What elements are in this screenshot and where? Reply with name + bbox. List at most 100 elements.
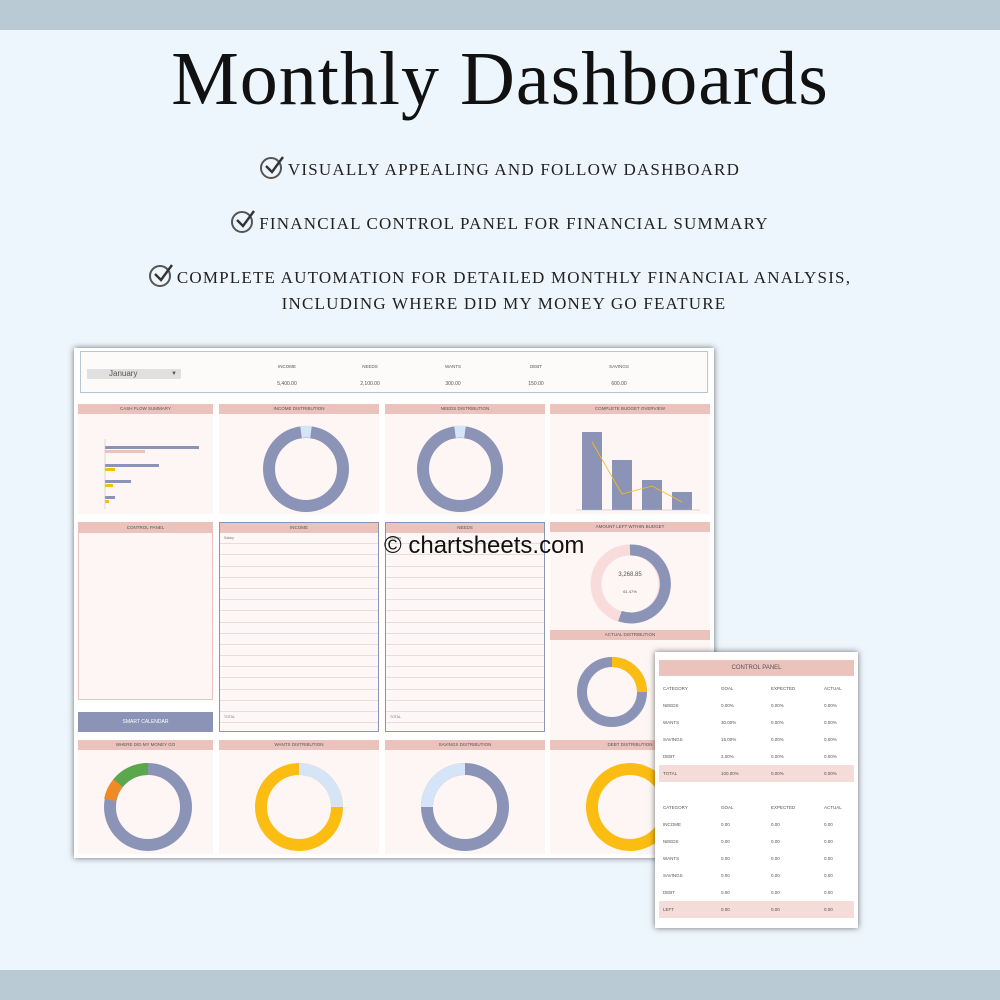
feature-2-text: FINANCIAL CONTROL PANEL FOR FINANCIAL SU… (259, 214, 769, 233)
table-row: Energy (386, 533, 544, 545)
cell: 0.00% (771, 754, 784, 759)
card-title: ACTUAL DISTRIBUTION (550, 630, 710, 640)
table-row (386, 544, 544, 556)
actual-distribution-donut (577, 657, 647, 727)
header-cell: CATEGORY (663, 805, 688, 810)
table-row: Salary (220, 533, 378, 545)
cell: SAVINGS (663, 737, 683, 742)
card-wants-distribution: WANTS DISTRIBUTION (219, 740, 379, 854)
cell: 0.00 (771, 890, 780, 895)
card-left-budget: AMOUNT LEFT WITHIN BUDGET 3,268.85 61.47… (550, 522, 710, 632)
check-circle-icon (231, 210, 256, 233)
card-title: WANTS DISTRIBUTION (219, 740, 379, 750)
budget-overview-chart (576, 432, 700, 511)
smart-calendar-button[interactable]: SMART CALENDAR (78, 712, 213, 732)
table-row (386, 578, 544, 589)
cell: TOTAL (663, 771, 678, 776)
table-row (386, 667, 544, 679)
table-row (386, 701, 544, 712)
header-cell: EXPECTED (771, 686, 796, 691)
table-row: DEBT 0.00 0.00 0.00 (659, 884, 854, 901)
stat-label: SAVINGS (609, 364, 629, 369)
card-income-distribution: INCOME DISTRIBUTION (219, 404, 379, 514)
cell: WANTS (663, 720, 680, 725)
table-row (220, 623, 378, 634)
cell: LEFT (663, 907, 675, 912)
cell: 0.00% (824, 771, 837, 776)
stat-income: INCOME 5,400.00 (257, 364, 317, 387)
table-total-row: TOTAL 100.00% 0.00% 0.00% (659, 765, 854, 782)
table-row (220, 555, 378, 567)
cell: 0.00% (771, 771, 784, 776)
cell: 0.00 (771, 839, 780, 844)
table-row (386, 600, 544, 612)
savings-donut (421, 763, 509, 851)
card-title: COMPLETE BUDGET OVERVIEW (550, 404, 710, 414)
cell: 30.00% (721, 720, 737, 725)
chevron-down-icon: ▼ (171, 371, 177, 377)
card-title: DEBT DISTRIBUTION (550, 740, 710, 750)
stat-wants: WANTS 300.00 (423, 364, 483, 387)
card-title: CASH FLOW SUMMARY (78, 404, 213, 414)
header-cell: EXPECTED (771, 805, 796, 810)
table-row (220, 690, 378, 701)
card-title: INCOME (220, 523, 378, 533)
cell: NEEDS (663, 839, 679, 844)
cell: 0.00 (721, 890, 730, 895)
page-title: Monthly Dashboards (171, 37, 829, 121)
cell: 0.00 (721, 822, 730, 827)
stat-label: DEBT (529, 364, 542, 369)
table-row: WANTS 30.00% 0.00% 0.00% (659, 714, 854, 731)
stat-label: INCOME (278, 364, 296, 369)
card-title: NEEDS (386, 523, 544, 533)
stat-value: 600.00 (611, 381, 627, 387)
feature-3-text-line2: INCLUDING WHERE DID MY MONEY GO FEATURE (281, 294, 727, 313)
needs-donut (417, 425, 503, 512)
bottom-band (0, 970, 1000, 1000)
table-row (386, 611, 544, 623)
cell: 0.00% (771, 737, 784, 742)
table-total-row: LEFT 0.00 0.00 0.00 (659, 901, 854, 918)
cell: SAVINGS (663, 873, 683, 878)
feature-2: FINANCIAL CONTROL PANEL FOR FINANCIAL SU… (0, 210, 1000, 237)
table-row (220, 578, 378, 589)
feature-3: COMPLETE AUTOMATION FOR DETAILED MONTHLY… (0, 264, 1000, 317)
card-title: WHERE DID MY MONEY GO (78, 740, 213, 750)
card-title: NEEDS DISTRIBUTION (385, 404, 545, 414)
table-total-row: TOTAL (220, 712, 378, 724)
check-circle-icon (148, 264, 173, 287)
control-panel-overlay: CONTROL PANEL CATEGORY GOAL EXPECTED ACTUAL… (655, 652, 858, 928)
header-cell: CATEGORY (663, 686, 688, 691)
table-row (386, 567, 544, 578)
cell: DEBT (663, 890, 676, 895)
month-select[interactable]: January ▼ (87, 369, 181, 379)
header-cell: ACTUAL (824, 686, 842, 691)
card-title: SAVINGS DISTRIBUTION (385, 740, 545, 750)
table-row (220, 600, 378, 612)
wants-donut (255, 763, 343, 851)
card-cashflow: CASH FLOW SUMMARY (78, 404, 213, 514)
cell: 0.00% (824, 737, 837, 742)
cell: INCOME (663, 822, 681, 827)
table-row (386, 555, 544, 567)
cell: 0.00 (721, 839, 730, 844)
control-panel-title: CONTROL PANEL (659, 660, 854, 676)
table-row: DEBT 2.00% 0.00% 0.00% (659, 748, 854, 765)
stat-value: 300.00 (445, 381, 461, 387)
header-cell: ACTUAL (824, 805, 842, 810)
cell: 0.00 (721, 873, 730, 878)
cell: 100.00% (721, 771, 739, 776)
cell: NEEDS (663, 703, 679, 708)
cell: 2.00% (721, 754, 734, 759)
cell: 0.00% (721, 703, 734, 708)
header-cell: GOAL (721, 686, 734, 691)
income-donut (263, 425, 349, 512)
dashboard-preview: January ▼ INCOME 5,400.00 NEEDS 2,100.00 WA… (74, 348, 714, 858)
left-budget-value: 3,268.85 (618, 572, 642, 578)
cell: 0.00 (824, 890, 833, 895)
dashboard-header: January ▼ INCOME 5,400.00 NEEDS 2,100.00 WA… (80, 351, 708, 393)
stat-value: 2,100.00 (360, 381, 380, 387)
stat-label: NEEDS (362, 364, 378, 369)
cell: 0.00% (771, 720, 784, 725)
table-row (220, 656, 378, 668)
